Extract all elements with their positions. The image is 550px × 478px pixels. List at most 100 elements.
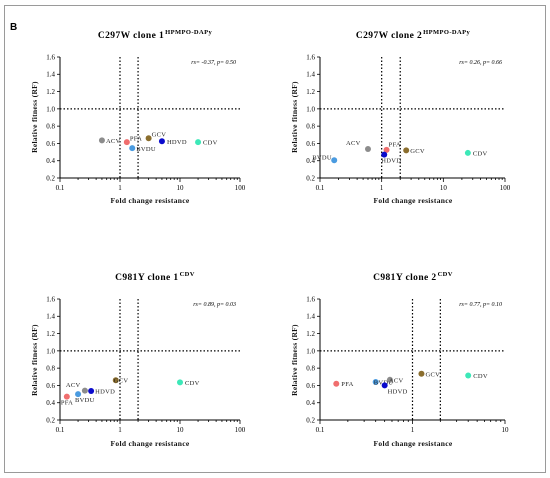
data-point-pfa (123, 139, 130, 146)
panel-title-superscript: HPMPO-DAPy (165, 29, 212, 36)
y-axis-label: Relative fitness (RF) (30, 81, 39, 153)
data-point-bvdu (331, 157, 338, 164)
data-label-gcv: GCV (410, 148, 425, 155)
data-point-bvdu (75, 391, 82, 398)
data-label-bvdu: BVDU (312, 154, 332, 161)
y-tick-label: 1.2 (46, 330, 55, 338)
data-label-pfa: PFA (389, 141, 401, 148)
y-tick-label: 0.8 (46, 123, 55, 131)
y-tick-label: 0.6 (306, 140, 315, 148)
y-tick-label: 0.6 (46, 382, 55, 390)
data-label-bvdu: BVDU (75, 397, 95, 404)
data-label-pfa: PFA (130, 136, 142, 143)
x-tick-label: 10 (177, 184, 185, 192)
y-tick-label: 1.6 (306, 295, 315, 303)
x-tick-label: 10 (440, 184, 448, 192)
chart-panel-2: C297W clone 2HPMPO-DAPy rs= 0.26, p= 0.66… (290, 29, 511, 205)
data-point-hdvd (381, 151, 388, 158)
y-tick-label: 1.6 (306, 53, 315, 61)
y-tick-label: 1.6 (46, 53, 55, 61)
x-tick-label: 1 (118, 426, 122, 434)
y-axis-label: Relative fitness (RF) (290, 81, 299, 153)
x-axis-label: Fold change resistance (374, 196, 453, 205)
x-tick-label: 100 (235, 184, 246, 192)
correlation-stat: rs= 0.89, p= 0.03 (193, 302, 236, 308)
data-label-gcv: GCV (152, 132, 167, 139)
data-point-hdvd (381, 382, 388, 389)
data-label-hdvd: HDVD (95, 389, 115, 396)
correlation-stat: rs= 0.26, p= 0.66 (459, 60, 502, 66)
data-point-pfa (383, 146, 390, 153)
x-tick-label: 1 (411, 426, 415, 434)
y-tick-label: 0.2 (306, 174, 315, 182)
data-point-cdv (177, 379, 183, 386)
data-point-gcv (112, 377, 119, 384)
data-label-acv: ACV (389, 377, 404, 384)
data-point-gcv (403, 147, 410, 154)
panel-title: C981Y clone 2CDV (373, 271, 453, 283)
correlation-stat: rs= 0.77, p= 0.10 (459, 302, 502, 308)
figure-border (4, 5, 546, 473)
y-tick-label: 1.0 (306, 105, 315, 113)
correlation-stat: rs= -0.37, p= 0.50 (191, 60, 236, 66)
data-label-cdv: CDV (473, 373, 488, 380)
y-axis-label: Relative fitness (RF) (290, 324, 299, 396)
data-point-pfa (63, 393, 70, 400)
data-label-cdv: CDV (203, 140, 218, 147)
y-tick-label: 0.8 (306, 123, 315, 131)
panel-title-main: C981Y clone 2 (373, 273, 436, 283)
panel-letter: B (10, 22, 17, 33)
data-point-cdv (465, 372, 472, 379)
y-tick-label: 1.2 (306, 88, 315, 96)
x-tick-label: 0.1 (316, 184, 325, 192)
data-label-acv: ACV (106, 138, 121, 145)
data-label-gcv: GCV (425, 371, 440, 378)
y-tick-label: 1.0 (46, 105, 55, 113)
x-axis-label: Fold change resistance (111, 196, 190, 205)
data-label-acv: ACV (66, 382, 81, 389)
data-label-pfa: PFA (61, 400, 73, 407)
y-tick-label: 1.2 (46, 88, 55, 96)
chart-panel-1: C297W clone 1HPMPO-DAPy rs= -0.37, p= 0.5… (30, 29, 246, 205)
data-label-pfa: PFA (341, 381, 353, 388)
y-tick-label: 1.6 (46, 295, 55, 303)
x-axis-label: Fold change resistance (374, 439, 453, 448)
data-point-hdvd (158, 138, 165, 145)
y-tick-label: 0.2 (306, 416, 315, 424)
panel-title-main: C981Y clone 1 (115, 273, 178, 283)
data-label-cdv: CDV (185, 380, 200, 387)
data-point-cdv (464, 149, 471, 156)
y-tick-label: 0.6 (306, 382, 315, 390)
panel-title-main: C297W clone 2 (356, 31, 422, 41)
y-tick-label: 1.2 (306, 330, 315, 338)
x-tick-label: 0.1 (56, 184, 65, 192)
y-tick-label: 0.8 (306, 365, 315, 373)
x-tick-label: 10 (177, 426, 185, 434)
data-point-pfa (333, 380, 340, 387)
data-label-bvdu: BVDU (136, 146, 156, 153)
y-tick-label: 0.4 (306, 157, 315, 165)
x-tick-label: 0.1 (316, 426, 325, 434)
data-point-bvdu (372, 378, 379, 385)
data-label-gcv: GCV (114, 378, 129, 385)
data-point-gcv (145, 135, 152, 142)
panel-title-superscript: CDV (438, 271, 453, 278)
y-tick-label: 1.0 (306, 347, 315, 355)
data-point-acv (98, 137, 105, 144)
x-tick-label: 1 (118, 184, 122, 192)
y-axis-label: Relative fitness (RF) (30, 324, 39, 396)
x-axis-label: Fold change resistance (111, 439, 190, 448)
data-label-acv: ACV (346, 140, 361, 147)
panel-title-superscript: HPMPO-DAPy (423, 29, 470, 36)
x-tick-label: 100 (235, 426, 246, 434)
x-tick-label: 0.1 (56, 426, 65, 434)
x-tick-label: 100 (500, 184, 511, 192)
data-label-hdvd: HDVD (167, 139, 187, 146)
panel-title: C297W clone 2HPMPO-DAPy (356, 29, 471, 41)
y-tick-label: 1.4 (46, 71, 55, 79)
x-tick-label: 1 (380, 184, 384, 192)
data-point-cdv (195, 139, 202, 146)
x-tick-label: 10 (502, 426, 510, 434)
